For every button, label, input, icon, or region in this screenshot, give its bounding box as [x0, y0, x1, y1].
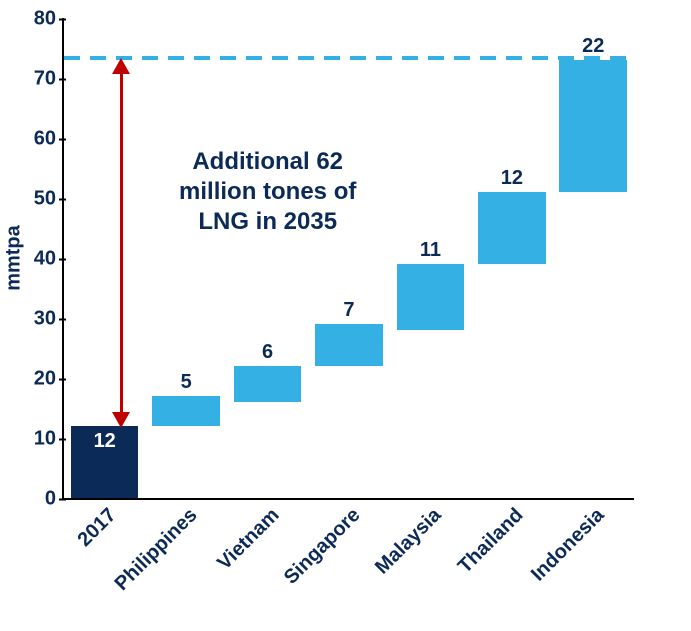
y-tick-10: 10 — [34, 428, 64, 451]
bar-indonesia: 22 — [559, 60, 627, 192]
bar-malaysia: 11 — [397, 264, 465, 330]
y-tick-40: 40 — [34, 248, 64, 271]
bar-value-label: 7 — [343, 299, 354, 322]
bar-value-label: 11 — [420, 239, 441, 262]
bar-vietnam: 6 — [234, 366, 302, 402]
y-tick-80: 80 — [34, 8, 64, 31]
bar-value-label: 6 — [262, 341, 273, 364]
x-category-singapore: Singapore — [280, 504, 365, 589]
delta-arrow-head-down — [112, 412, 130, 428]
x-category-vietnam: Vietnam — [213, 504, 284, 575]
bar-singapore: 7 — [315, 324, 383, 366]
x-category-2017: 2017 — [73, 504, 121, 552]
y-tick-20: 20 — [34, 368, 64, 391]
bar-value-label: 22 — [582, 35, 604, 58]
annotation-text: Additional 62million tones ofLNG in 2035 — [155, 147, 380, 237]
x-category-malaysia: Malaysia — [371, 504, 446, 579]
delta-arrow-head-up — [112, 58, 130, 74]
bar-2017: 12 — [71, 426, 139, 498]
y-axis-label: mmtpa — [3, 225, 26, 291]
y-tick-30: 30 — [34, 308, 64, 331]
x-category-philippines: Philippines — [111, 504, 203, 596]
x-category-indonesia: Indonesia — [527, 504, 609, 586]
y-tick-60: 60 — [34, 128, 64, 151]
bar-value-label: 5 — [181, 371, 192, 394]
bars-layer: 12567111222 — [64, 18, 634, 498]
lng-waterfall-chart: mmtpa 12567111222 010203040506070802017P… — [0, 0, 691, 631]
plot-area: 12567111222 010203040506070802017Philipp… — [62, 18, 634, 500]
delta-arrow — [120, 70, 123, 416]
bar-philippines: 5 — [152, 396, 220, 426]
x-category-thailand: Thailand — [454, 504, 528, 578]
y-tick-0: 0 — [45, 488, 64, 511]
bar-value-label: 12 — [94, 430, 116, 453]
reference-line — [64, 56, 634, 60]
bar-value-label: 12 — [501, 167, 523, 190]
y-tick-70: 70 — [34, 68, 64, 91]
bar-thailand: 12 — [478, 192, 546, 264]
y-tick-50: 50 — [34, 188, 64, 211]
